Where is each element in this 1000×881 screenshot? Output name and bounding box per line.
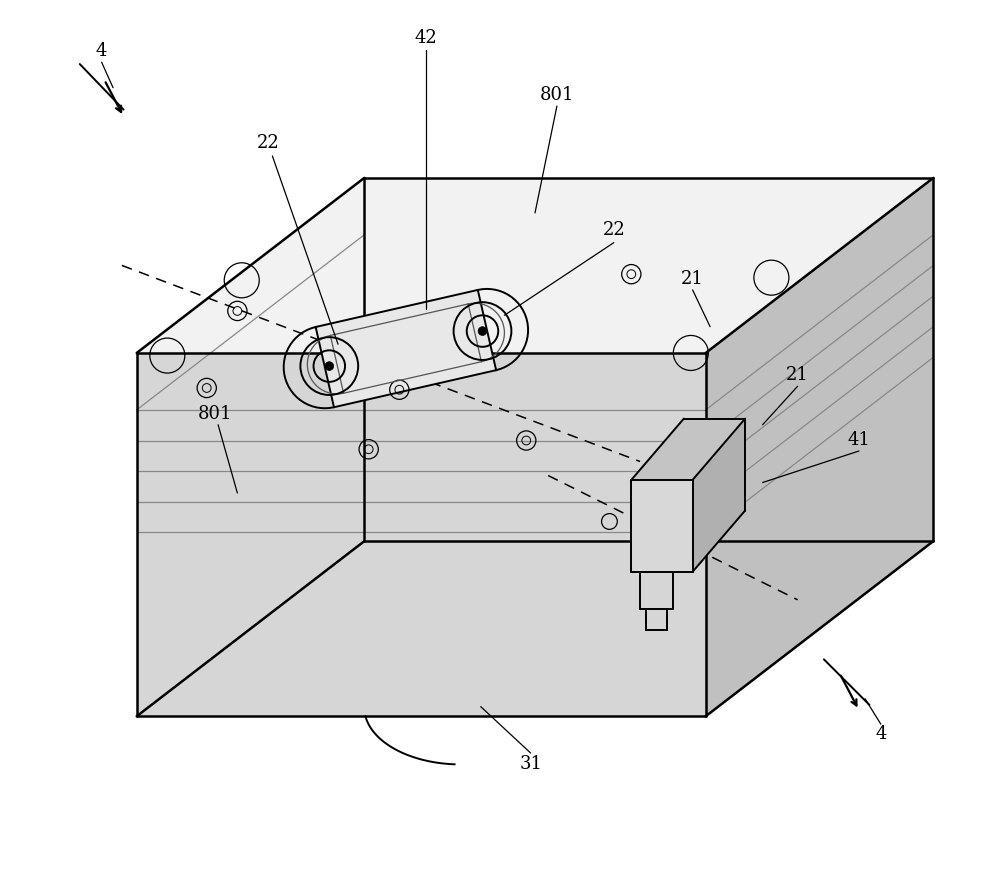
Text: 801: 801: [540, 85, 574, 104]
Polygon shape: [316, 290, 496, 407]
Text: 801: 801: [198, 405, 233, 423]
Text: 31: 31: [519, 755, 542, 774]
Text: 4: 4: [875, 725, 887, 743]
Polygon shape: [137, 353, 706, 716]
Polygon shape: [631, 418, 745, 480]
Circle shape: [478, 327, 487, 336]
Polygon shape: [137, 178, 933, 353]
Text: 21: 21: [681, 270, 704, 287]
Text: 22: 22: [602, 221, 625, 240]
Text: 42: 42: [414, 29, 437, 47]
Circle shape: [325, 362, 334, 371]
Text: 41: 41: [847, 432, 870, 449]
Text: 22: 22: [257, 134, 279, 152]
Polygon shape: [693, 418, 745, 572]
Text: 4: 4: [96, 42, 107, 60]
Polygon shape: [631, 480, 693, 572]
Polygon shape: [706, 178, 933, 716]
Text: 21: 21: [786, 366, 809, 384]
